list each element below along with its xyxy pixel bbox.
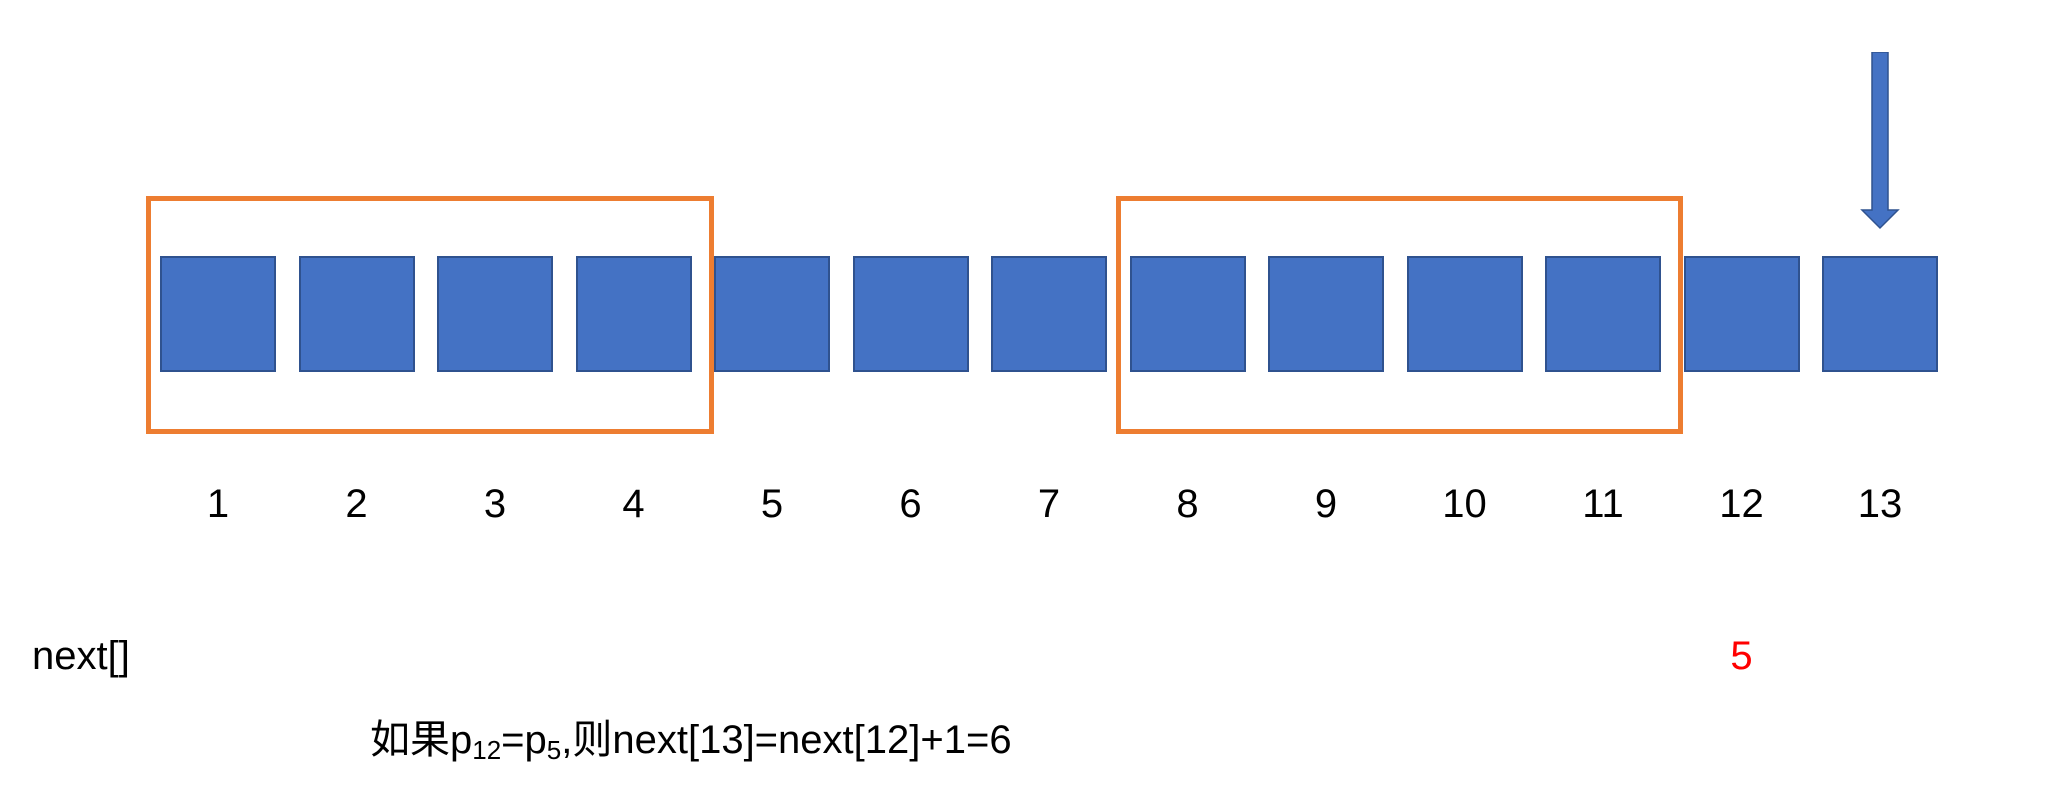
cell-9 — [1268, 256, 1384, 372]
cell-2 — [298, 256, 415, 372]
cell-4 — [575, 256, 692, 372]
highlight-frame-2 — [1115, 196, 1683, 434]
next-array-label: next[] — [32, 634, 130, 678]
formula-mid: =p — [501, 718, 547, 762]
formula-prefix: 如果p — [370, 718, 473, 762]
cell-11 — [1545, 256, 1661, 372]
index-label-6: 6 — [899, 482, 922, 526]
index-label-10: 10 — [1442, 482, 1487, 526]
cell-13 — [1822, 256, 1938, 372]
index-label-3: 3 — [483, 482, 507, 526]
formula-suffix: ,则next[13]=next[12]+1=6 — [561, 718, 1012, 762]
cell-10 — [1406, 256, 1523, 372]
cell-3 — [437, 256, 553, 372]
index-label-11: 11 — [1582, 482, 1624, 526]
cell-5 — [714, 256, 830, 372]
index-label-8: 8 — [1176, 482, 1199, 526]
index-label-4: 4 — [622, 482, 645, 526]
index-label-2: 2 — [345, 482, 368, 526]
cell-12 — [1683, 256, 1800, 372]
next-value-12: 5 — [1730, 634, 1753, 678]
cell-6 — [852, 256, 969, 372]
index-label-7: 7 — [1037, 482, 1061, 526]
formula-text: 如果p12=p5,则next[13]=next[12]+1=6 — [370, 716, 1012, 764]
index-label-12: 12 — [1719, 482, 1764, 526]
highlight-frame-1 — [146, 196, 714, 434]
pointer-arrow-icon — [1860, 52, 1900, 230]
cell-1 — [160, 256, 276, 372]
index-label-9: 9 — [1314, 482, 1338, 526]
cell-7 — [991, 256, 1107, 372]
formula-subscript-b: 5 — [546, 735, 562, 765]
index-label-1: 1 — [206, 482, 230, 526]
index-label-13: 13 — [1857, 482, 1903, 526]
formula-subscript-a: 12 — [472, 735, 502, 765]
index-label-5: 5 — [760, 482, 784, 526]
cell-8 — [1129, 256, 1246, 372]
